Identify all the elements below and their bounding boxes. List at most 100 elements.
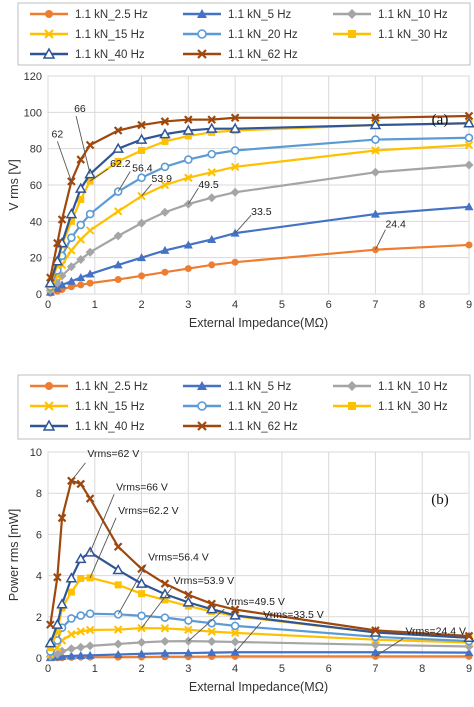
marker-point bbox=[113, 649, 123, 658]
annotation-label: Vrms=62 V bbox=[87, 448, 139, 460]
annotation-label: Vrms=66 V bbox=[116, 481, 168, 493]
legend-label: 1.1 kN_30 Hz bbox=[378, 29, 448, 41]
marker-point bbox=[85, 140, 95, 150]
marker-point bbox=[46, 644, 54, 652]
marker-point bbox=[76, 220, 86, 230]
marker-point bbox=[44, 401, 54, 411]
marker-point bbox=[184, 590, 193, 600]
marker-point bbox=[160, 180, 170, 190]
legend-label: 1.1 kN_40 Hz bbox=[75, 49, 145, 61]
x-tick-label: 6 bbox=[326, 299, 332, 311]
legend-item: 1.1 kN_5 Hz bbox=[183, 381, 292, 393]
marker-point bbox=[66, 262, 76, 272]
marker-point bbox=[114, 581, 122, 589]
series bbox=[46, 111, 474, 282]
marker-point bbox=[66, 276, 76, 285]
marker-point bbox=[112, 142, 124, 153]
marker-point bbox=[137, 564, 146, 574]
x-tick-label: 2 bbox=[138, 663, 144, 675]
marker-point bbox=[46, 273, 55, 282]
marker-point bbox=[67, 630, 76, 639]
marker-point bbox=[85, 650, 95, 659]
marker-point bbox=[113, 260, 123, 269]
annotation-label: 24.4 bbox=[385, 219, 406, 231]
marker-point bbox=[67, 283, 75, 291]
marker-point bbox=[137, 173, 146, 183]
legend-frame bbox=[17, 2, 471, 66]
annotation-label: Vrms=49.5 V bbox=[224, 596, 285, 608]
annotation-label: 62.2 bbox=[110, 158, 131, 170]
marker-point bbox=[229, 122, 241, 133]
marker-point bbox=[371, 135, 380, 144]
legend-item: 1.1 kN_40 Hz bbox=[30, 47, 145, 61]
marker-point bbox=[464, 111, 474, 121]
legend-item: 1.1 kN_15 Hz bbox=[30, 29, 145, 41]
y-axis-label: Power rms [mW] bbox=[7, 509, 21, 601]
marker-point bbox=[464, 133, 474, 143]
y-tick-label: 2 bbox=[36, 612, 42, 624]
marker-point bbox=[184, 115, 193, 124]
series bbox=[46, 241, 473, 297]
marker-point bbox=[197, 421, 207, 431]
annotation-label: 49.5 bbox=[198, 179, 219, 191]
marker-point bbox=[85, 641, 95, 651]
legend-label: 1.1 kN_10 Hz bbox=[378, 9, 448, 21]
annotation-leader bbox=[117, 171, 131, 192]
marker-point bbox=[44, 29, 54, 39]
marker-point bbox=[182, 596, 195, 607]
x-tick-label: 7 bbox=[372, 299, 378, 311]
legend-item: 1.1 kN_2.5 Hz bbox=[30, 9, 148, 21]
x-axis-label: External Impedance(MΩ) bbox=[189, 316, 328, 330]
marker-point bbox=[67, 233, 76, 242]
marker-point bbox=[77, 574, 85, 582]
x-tick-label: 4 bbox=[232, 663, 238, 675]
marker-point bbox=[74, 552, 87, 564]
annotation-leader bbox=[71, 462, 86, 482]
annotations: 62 66 62.2 56.453.9 49.5 33.5 24.4 bbox=[52, 103, 406, 250]
annotation: Vrms=66 V bbox=[89, 481, 168, 553]
series bbox=[45, 647, 474, 662]
panel-label: (a) bbox=[432, 112, 449, 128]
marker-point bbox=[464, 160, 474, 170]
marker-point bbox=[74, 182, 87, 193]
annotation: 62.2 bbox=[89, 158, 131, 182]
legend-label: 1.1 kN_10 Hz bbox=[378, 381, 448, 393]
y-tick-label: 100 bbox=[24, 107, 42, 119]
annotation-leader bbox=[141, 587, 172, 629]
marker-point bbox=[197, 401, 207, 411]
series-line bbox=[49, 114, 470, 278]
marker-point bbox=[160, 624, 170, 633]
marker-point bbox=[76, 611, 86, 620]
marker-point bbox=[53, 238, 62, 248]
marker-point bbox=[160, 579, 170, 588]
annotation-leader bbox=[117, 564, 147, 615]
marker-point bbox=[53, 572, 62, 582]
series-line bbox=[49, 122, 470, 284]
x-tick-label: 6 bbox=[326, 663, 332, 675]
marker-point bbox=[197, 49, 207, 59]
legend-item: 1.1 kN_40 Hz bbox=[30, 419, 145, 433]
marker-point bbox=[370, 167, 380, 177]
marker-point bbox=[67, 217, 75, 225]
y-tick-label: 60 bbox=[30, 180, 42, 192]
annotation: Vrms=62.2 V bbox=[89, 505, 179, 579]
marker-point bbox=[45, 10, 53, 18]
annotation-leader bbox=[89, 517, 117, 579]
series-line bbox=[49, 551, 470, 644]
marker-point bbox=[56, 598, 68, 609]
marker-point bbox=[231, 258, 239, 266]
marker-point bbox=[184, 173, 193, 182]
x-tick-label: 9 bbox=[466, 663, 472, 675]
marker-point bbox=[207, 599, 216, 609]
marker-point bbox=[197, 9, 207, 18]
panel-a: 1.1 kN_2.5 Hz 1.1 kN_5 Hz 1.1 kN_10 Hz 1.1 … bbox=[7, 2, 474, 330]
legend-label: 1.1 kN_62 Hz bbox=[228, 421, 298, 433]
legend-item: 1.1 kN_62 Hz bbox=[183, 49, 298, 61]
marker-point bbox=[347, 9, 357, 19]
marker-point bbox=[160, 162, 170, 172]
annotation: Vrms=24.4 V bbox=[375, 625, 466, 657]
annotation: 62 bbox=[52, 128, 72, 182]
marker-point bbox=[85, 269, 95, 278]
marker-point bbox=[160, 207, 170, 217]
